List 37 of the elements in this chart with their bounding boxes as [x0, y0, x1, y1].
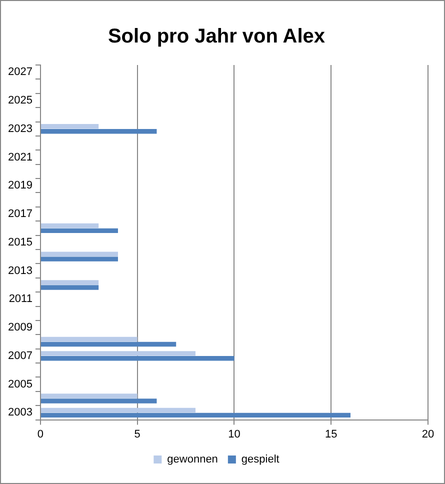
bar — [40, 285, 99, 290]
bar — [40, 342, 176, 347]
legend-label: gewonnen — [167, 454, 218, 466]
bar — [40, 228, 118, 234]
bar — [40, 336, 138, 342]
y-tick-label: 2007 — [8, 350, 32, 362]
bar — [40, 408, 196, 413]
bar — [40, 124, 99, 129]
bar — [40, 351, 196, 356]
y-tick-label: 2003 — [8, 406, 32, 419]
y-tick-label: 2011 — [8, 293, 32, 306]
x-tick-label: 5 — [134, 428, 140, 440]
y-tick-label: 2019 — [8, 180, 32, 192]
bar — [40, 223, 99, 228]
y-tick-label: 2021 — [8, 151, 32, 164]
bar — [40, 394, 138, 398]
x-tick-label: 10 — [228, 428, 240, 440]
x-tick-label: 0 — [37, 428, 44, 440]
legend-label: gespielt — [241, 454, 280, 466]
y-tick-label: 2017 — [8, 208, 32, 220]
bar — [40, 280, 99, 285]
chart-title: Solo pro Jahr von Alex — [108, 26, 326, 48]
y-tick-label: 2009 — [8, 322, 32, 334]
bar — [40, 256, 118, 262]
y-tick-label: 2015 — [8, 236, 32, 248]
bar — [40, 252, 118, 256]
bar — [40, 356, 234, 361]
x-tick-label: 15 — [324, 428, 338, 440]
y-tick-label: 2027 — [8, 66, 32, 78]
y-tick-label: 2005 — [8, 378, 32, 390]
bar — [40, 398, 157, 404]
y-tick-label: 2023 — [8, 122, 32, 135]
y-tick-label: 2013 — [8, 264, 32, 277]
bar — [40, 128, 157, 134]
bar — [40, 412, 350, 418]
x-tick-label: 20 — [422, 428, 434, 440]
y-tick-label: 2025 — [8, 94, 32, 107]
